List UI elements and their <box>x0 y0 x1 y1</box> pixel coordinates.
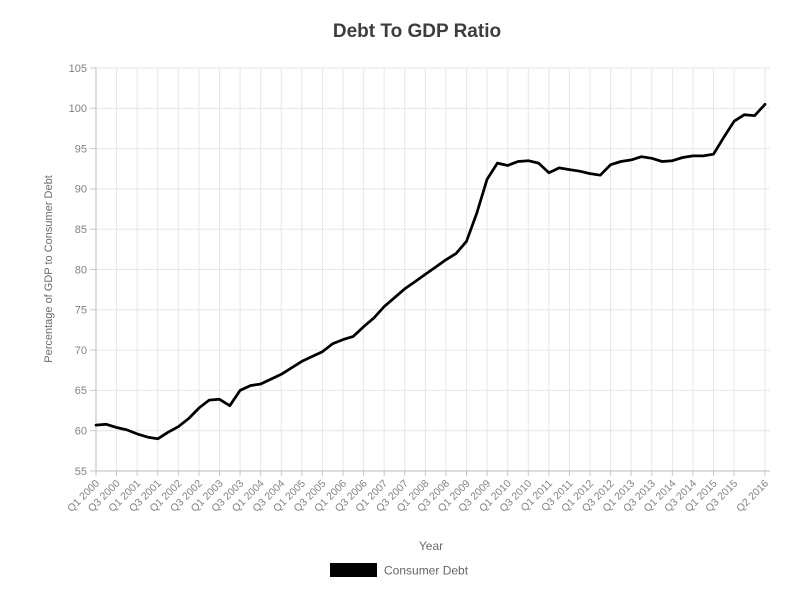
y-tick-label-105: 105 <box>69 63 87 75</box>
y-tick-labels: 55 60 65 70 75 80 85 90 95 100 105 <box>69 63 87 478</box>
chart-title: Debt To GDP Ratio <box>333 21 501 42</box>
y-tick-label-75: 75 <box>75 305 87 317</box>
y-tick-label-60: 60 <box>75 426 87 438</box>
y-tick-label-100: 100 <box>69 103 87 115</box>
legend-label-consumer-debt: Consumer Debt <box>384 564 469 578</box>
x-tick-label-Q2-2016: Q2 2016 <box>734 478 771 515</box>
consumer-debt-line <box>94 102 767 441</box>
x-axis-title: Year <box>419 539 443 553</box>
legend-swatch-consumer-debt <box>330 563 377 577</box>
y-tick-label-95: 95 <box>75 143 87 155</box>
y-tick-label-80: 80 <box>75 264 87 276</box>
y-tick-label-85: 85 <box>75 224 87 236</box>
y-tick-label-90: 90 <box>75 184 87 196</box>
y-tick-label-55: 55 <box>75 466 87 478</box>
legend: Consumer Debt <box>330 563 469 578</box>
y-tick-label-65: 65 <box>75 385 87 397</box>
y-tick-label-70: 70 <box>75 345 87 357</box>
axis-ticks <box>90 67 766 476</box>
y-axis-title: Percentage of GDP to Consumer Debt <box>43 175 55 363</box>
